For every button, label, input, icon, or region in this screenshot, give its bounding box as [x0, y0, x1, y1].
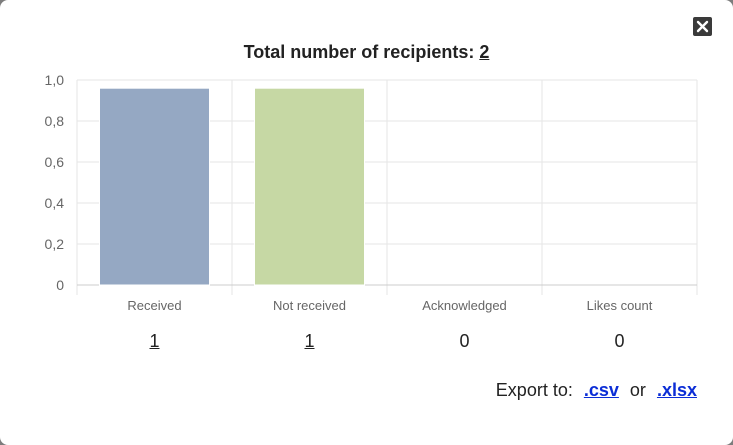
- recipients-bar-chart: 0 0,2 0,4 0,6 0,8 1,0 Received Not received Ackn…: [45, 72, 698, 313]
- x-tick-label: Likes count: [587, 298, 653, 313]
- export-prefix: Export to:: [495, 380, 573, 400]
- y-tick-label: 0,2: [45, 236, 65, 252]
- x-tick-label: Acknowledged: [422, 298, 507, 313]
- title-prefix: Total number of recipients:: [243, 42, 480, 62]
- export-xlsx-link[interactable]: .xlsx: [656, 380, 697, 400]
- y-tick-label: 1,0: [45, 72, 65, 88]
- export-section: Export to: .csv or .xlsx: [496, 380, 697, 401]
- category-count[interactable]: 1: [149, 331, 160, 351]
- y-tick-label: 0: [56, 277, 64, 293]
- x-tick-label: Not received: [273, 298, 346, 313]
- export-csv-link[interactable]: .csv: [583, 380, 619, 400]
- y-tick-label: 0,8: [45, 113, 65, 129]
- export-or-text: or: [629, 380, 646, 400]
- x-tick-label: Received: [127, 298, 181, 313]
- close-icon: [696, 20, 709, 33]
- category-count: 0: [459, 331, 470, 351]
- bar-received: [99, 87, 210, 286]
- y-tick-label: 0,4: [45, 195, 65, 211]
- modal-title: Total number of recipients: 2: [0, 42, 733, 63]
- category-count[interactable]: 1: [304, 331, 315, 351]
- y-tick-label: 0,6: [45, 154, 65, 170]
- bar-not-received: [254, 87, 365, 286]
- close-button[interactable]: [693, 17, 712, 36]
- category-count: 0: [614, 331, 625, 351]
- category-counts: 1 1 0 0: [0, 331, 733, 355]
- total-recipients-link[interactable]: 2: [479, 42, 490, 62]
